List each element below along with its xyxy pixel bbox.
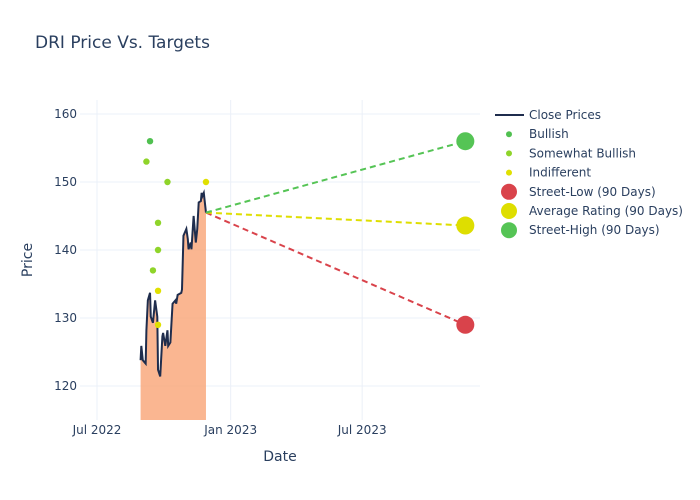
x-tick-label: Jul 2022	[72, 423, 122, 437]
target-marker-high	[456, 132, 475, 151]
legend-marker-icon	[501, 222, 517, 239]
target-line-high	[205, 140, 466, 214]
x-axis-title: Date	[263, 449, 296, 465]
legend-marker-icon	[506, 131, 512, 138]
legend-marker-icon	[506, 150, 512, 157]
rating-point	[154, 287, 162, 294]
y-tick-label: 130	[54, 311, 77, 325]
target-line-avg	[205, 211, 466, 227]
rating-point	[154, 246, 162, 254]
rating-point	[154, 321, 162, 328]
target-marker-avg	[456, 216, 475, 235]
rating-point	[202, 178, 210, 186]
x-tick-label: Jan 2023	[203, 423, 257, 437]
chart-title: DRI Price Vs. Targets	[35, 33, 210, 53]
rating-point	[146, 138, 154, 145]
legend-label: Somewhat Bullish	[529, 146, 636, 160]
rating-point	[149, 267, 157, 274]
rating-point	[164, 178, 171, 186]
legend-label: Street-High (90 Days)	[529, 223, 660, 237]
y-tick-label: 140	[54, 243, 77, 257]
target-marker-low	[456, 315, 475, 334]
legend-marker-icon	[506, 169, 512, 176]
legend-label: Bullish	[529, 127, 569, 141]
rating-point	[143, 158, 150, 165]
legend-marker-icon	[501, 203, 517, 219]
y-tick-label: 160	[54, 107, 77, 121]
target-line-low	[205, 211, 466, 326]
legend-marker-icon	[501, 183, 517, 200]
y-tick-label: 120	[54, 379, 77, 393]
y-axis-title: Price	[20, 243, 36, 277]
x-tick-label: Jul 2023	[337, 423, 387, 437]
y-tick-label: 150	[54, 175, 77, 189]
legend-label: Close Prices	[529, 108, 601, 122]
close-price-line	[139, 188, 207, 377]
legend-label: Street-Low (90 Days)	[529, 185, 656, 199]
rating-point	[154, 219, 162, 226]
legend-label: Average Rating (90 Days)	[529, 204, 683, 218]
legend-label: Indifferent	[529, 166, 591, 180]
